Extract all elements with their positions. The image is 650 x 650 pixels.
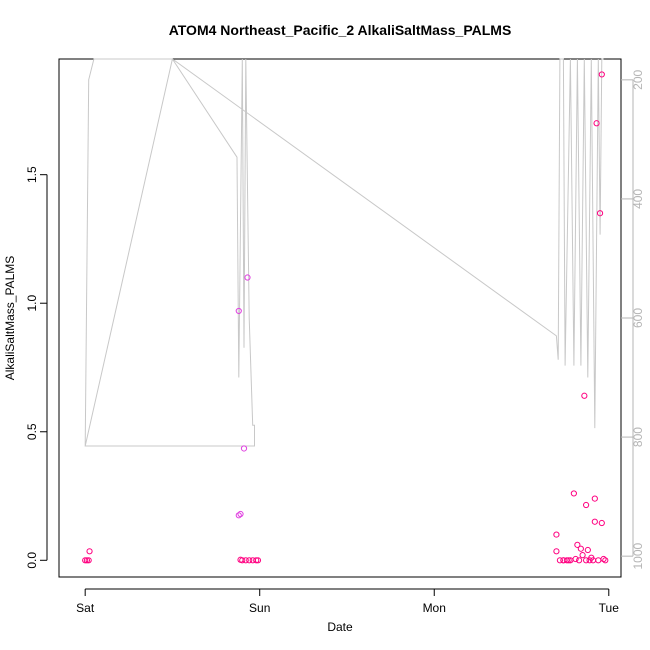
data-point xyxy=(591,518,598,525)
y-tick-label: 1.5 xyxy=(25,166,39,183)
y2-tick-label: 600 xyxy=(631,308,645,328)
data-point xyxy=(556,557,564,564)
pressure-line xyxy=(84,58,604,447)
y-tick-label: 1.0 xyxy=(25,295,39,312)
data-point xyxy=(577,545,584,552)
data-point xyxy=(254,557,262,564)
data-point xyxy=(235,307,242,315)
data-point xyxy=(239,557,246,564)
x-axis-label: Date xyxy=(327,620,353,634)
x-tick-label: Sun xyxy=(249,601,270,615)
x-tick-label: Mon xyxy=(423,601,446,615)
y2-tick-label: 800 xyxy=(631,427,645,447)
x-tick-label: Tue xyxy=(599,601,620,615)
x-axis: Sat Sun Mon Tue xyxy=(76,588,620,615)
data-point xyxy=(584,546,591,554)
data-point xyxy=(553,531,560,538)
points-layer xyxy=(82,71,609,564)
data-point xyxy=(246,557,253,564)
data-point xyxy=(582,557,590,564)
x-tick-label: Sat xyxy=(76,601,95,615)
y-axis-label: AlkaliSaltMass_PALMS xyxy=(3,256,17,381)
data-point xyxy=(600,555,607,563)
y-axis: 0.0 0.5 1.0 1.5 xyxy=(25,166,48,569)
data-point xyxy=(602,557,609,564)
data-point xyxy=(596,210,604,217)
data-point xyxy=(582,501,590,509)
pressure-line-layer xyxy=(84,58,604,447)
data-point xyxy=(576,557,583,564)
data-point xyxy=(591,495,598,502)
y-tick-label: 0.5 xyxy=(25,423,39,440)
data-point xyxy=(574,541,581,548)
data-point xyxy=(593,120,600,127)
y2-tick-label: 1000 xyxy=(631,542,645,569)
y-tick-label: 0.0 xyxy=(25,552,39,569)
chart-title: ATOM4 Northeast_Pacific_2 AlkaliSaltMass… xyxy=(169,22,512,38)
data-point xyxy=(572,555,579,563)
data-point xyxy=(83,557,91,564)
data-point xyxy=(579,552,586,559)
data-point xyxy=(563,557,570,564)
data-point xyxy=(85,557,92,564)
data-point xyxy=(240,445,248,452)
data-point xyxy=(553,548,560,555)
plot-frame xyxy=(58,58,622,578)
data-point xyxy=(598,519,605,527)
y2-tick-label: 400 xyxy=(631,189,645,209)
data-point xyxy=(570,490,577,497)
y2-axis: 200 400 600 800 1000 xyxy=(621,70,645,570)
data-point xyxy=(595,557,602,564)
data-point xyxy=(253,557,260,564)
data-point xyxy=(589,557,597,564)
data-point xyxy=(237,510,244,518)
data-point xyxy=(598,71,605,78)
data-point xyxy=(82,557,89,564)
data-point xyxy=(86,548,93,555)
data-point xyxy=(244,274,251,281)
data-point xyxy=(565,557,572,564)
data-point xyxy=(235,512,242,519)
y2-tick-label: 200 xyxy=(631,70,645,90)
data-point xyxy=(242,557,249,564)
data-point xyxy=(560,557,567,564)
data-point xyxy=(581,392,588,399)
